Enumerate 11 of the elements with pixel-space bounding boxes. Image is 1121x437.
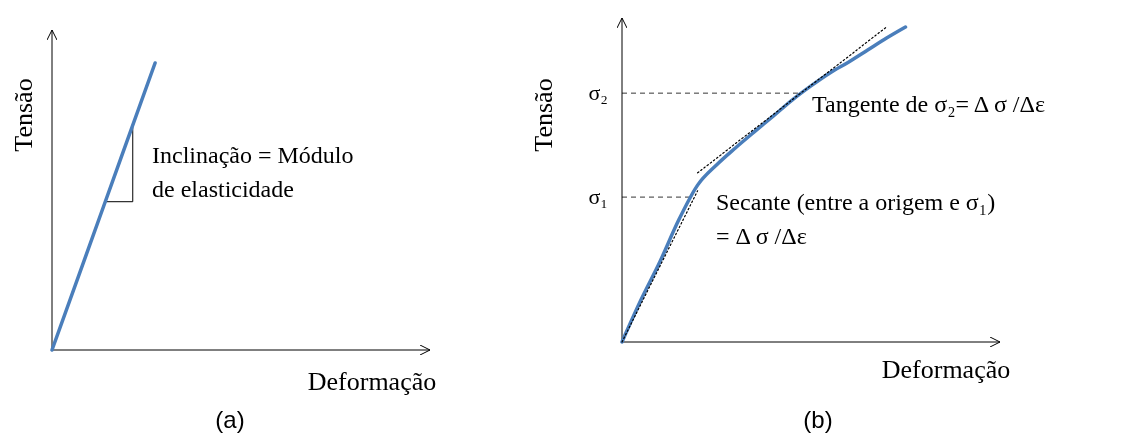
text: (a): [215, 406, 245, 433]
y-axis-title: Tensão: [9, 78, 38, 152]
annotation: Inclinação = Módulo de elasticidade: [152, 142, 354, 202]
y-axis-title: Tensão: [529, 78, 558, 152]
annotation: Secante (entre a origem e σ₁) = Δ σ /Δε: [716, 189, 996, 249]
x-axis-title: Deformação: [307, 367, 437, 396]
text: (b): [803, 406, 833, 433]
annotation: Tangente de σ₂= Δ σ /Δε: [812, 91, 1046, 117]
ref-line-label: σ₂: [588, 80, 608, 106]
x-axis-title: Deformação: [881, 355, 1011, 384]
ref-line-label: σ₁: [588, 184, 608, 210]
